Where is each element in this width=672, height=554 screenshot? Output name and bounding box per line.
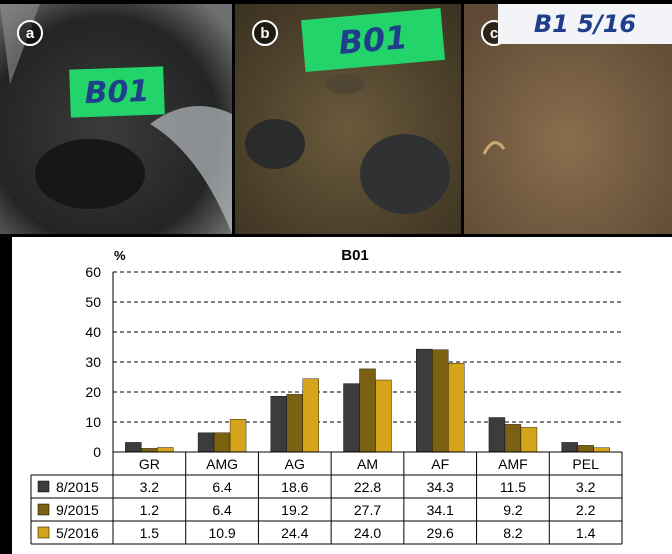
- y-tick-label: 60: [85, 264, 101, 280]
- legend-swatch: [37, 526, 50, 539]
- y-tick-label: 50: [85, 294, 101, 310]
- bar: [448, 362, 465, 453]
- table-cell: 6.4: [212, 479, 232, 495]
- table-cell: 34.3: [427, 479, 454, 495]
- y-tick-label: 10: [85, 414, 101, 430]
- table-cell: 1.4: [576, 525, 596, 541]
- table-cell: 19.2: [281, 502, 308, 518]
- photo-a-image: [0, 4, 232, 234]
- bar: [561, 442, 578, 453]
- bar: [197, 432, 215, 453]
- bar: [520, 427, 538, 453]
- legend-swatch: [37, 503, 50, 516]
- bar: [488, 417, 506, 453]
- table-cell: 9.2: [503, 502, 523, 518]
- bar: [359, 368, 376, 453]
- bar: [286, 394, 303, 453]
- bar: [375, 379, 392, 453]
- legend-label: 9/2015: [56, 502, 99, 518]
- y-tick-label: 20: [85, 384, 101, 400]
- bar: [432, 349, 449, 453]
- bar: [125, 442, 142, 453]
- y-tick-labels: 0 10 20 30 40 50 60: [85, 264, 101, 460]
- bar: [213, 432, 231, 453]
- photo-a-label: B01: [69, 66, 165, 118]
- table-cell: 1.5: [140, 525, 160, 541]
- table-cell: 8.2: [503, 525, 523, 541]
- table-cell: 18.6: [281, 479, 308, 495]
- photo-a-badge: a: [17, 20, 43, 46]
- data-table: GR AMG AG AM AF AMF PEL 8/2015 3.2 6.4 18.6 22.8 34.…: [30, 451, 623, 545]
- x-tick-label: AF: [431, 456, 449, 472]
- y-tick-label: 0: [93, 444, 101, 460]
- x-tick-label: AM: [357, 456, 378, 472]
- table-cell: 24.4: [281, 525, 308, 541]
- bar: [593, 447, 610, 453]
- table-cell: 3.2: [140, 479, 160, 495]
- y-axis-label: %: [114, 248, 126, 263]
- table-cell: 2.2: [576, 502, 596, 518]
- x-tick-label: GR: [139, 456, 160, 472]
- table-cell: 11.5: [500, 479, 526, 495]
- photo-b-badge: b: [252, 20, 278, 46]
- bar: [416, 348, 433, 453]
- table-cell: 6.4: [212, 502, 232, 518]
- table-cell: 24.0: [354, 525, 381, 541]
- table-cell: 34.1: [427, 502, 454, 518]
- table-cell: 1.2: [140, 502, 160, 518]
- photo-a: a B01: [0, 4, 232, 234]
- photo-c: c B1 5/16: [464, 4, 672, 234]
- x-tick-label: AG: [285, 456, 305, 472]
- legend-swatch: [37, 480, 50, 493]
- x-tick-label: AMG: [206, 456, 238, 472]
- table-cell: 10.9: [208, 525, 235, 541]
- legend-label: 5/2016: [56, 525, 99, 541]
- table-cell: 22.8: [354, 479, 381, 495]
- bar: [343, 383, 360, 453]
- x-tick-label: AMF: [498, 456, 528, 472]
- bar: [157, 447, 174, 453]
- bar: [141, 448, 158, 453]
- x-tick-label: PEL: [572, 456, 599, 472]
- bar: [302, 378, 319, 453]
- table-cell: 3.2: [576, 479, 596, 495]
- chart-svg: 0 10 20 30 40 50 60 GR AMG AG AM AF AMF PEL 8/2015 3.2…: [30, 247, 623, 545]
- bar: [577, 445, 594, 453]
- y-tick-label: 40: [85, 324, 101, 340]
- bar: [270, 395, 287, 453]
- photo-b: b B01: [235, 4, 461, 234]
- table-cell: 29.6: [427, 525, 454, 541]
- table-cell: 27.7: [354, 502, 381, 518]
- chart-panel: 0 10 20 30 40 50 60 GR AMG AG AM AF AMF PEL 8/2015 3.2…: [12, 237, 672, 554]
- chart-title: B01: [341, 247, 369, 264]
- bar: [504, 424, 522, 453]
- bar: [229, 419, 247, 453]
- bars: [125, 348, 610, 453]
- y-tick-label: 30: [85, 354, 101, 370]
- legend-label: 8/2015: [56, 479, 99, 495]
- photo-c-label: B1 5/16: [498, 4, 672, 44]
